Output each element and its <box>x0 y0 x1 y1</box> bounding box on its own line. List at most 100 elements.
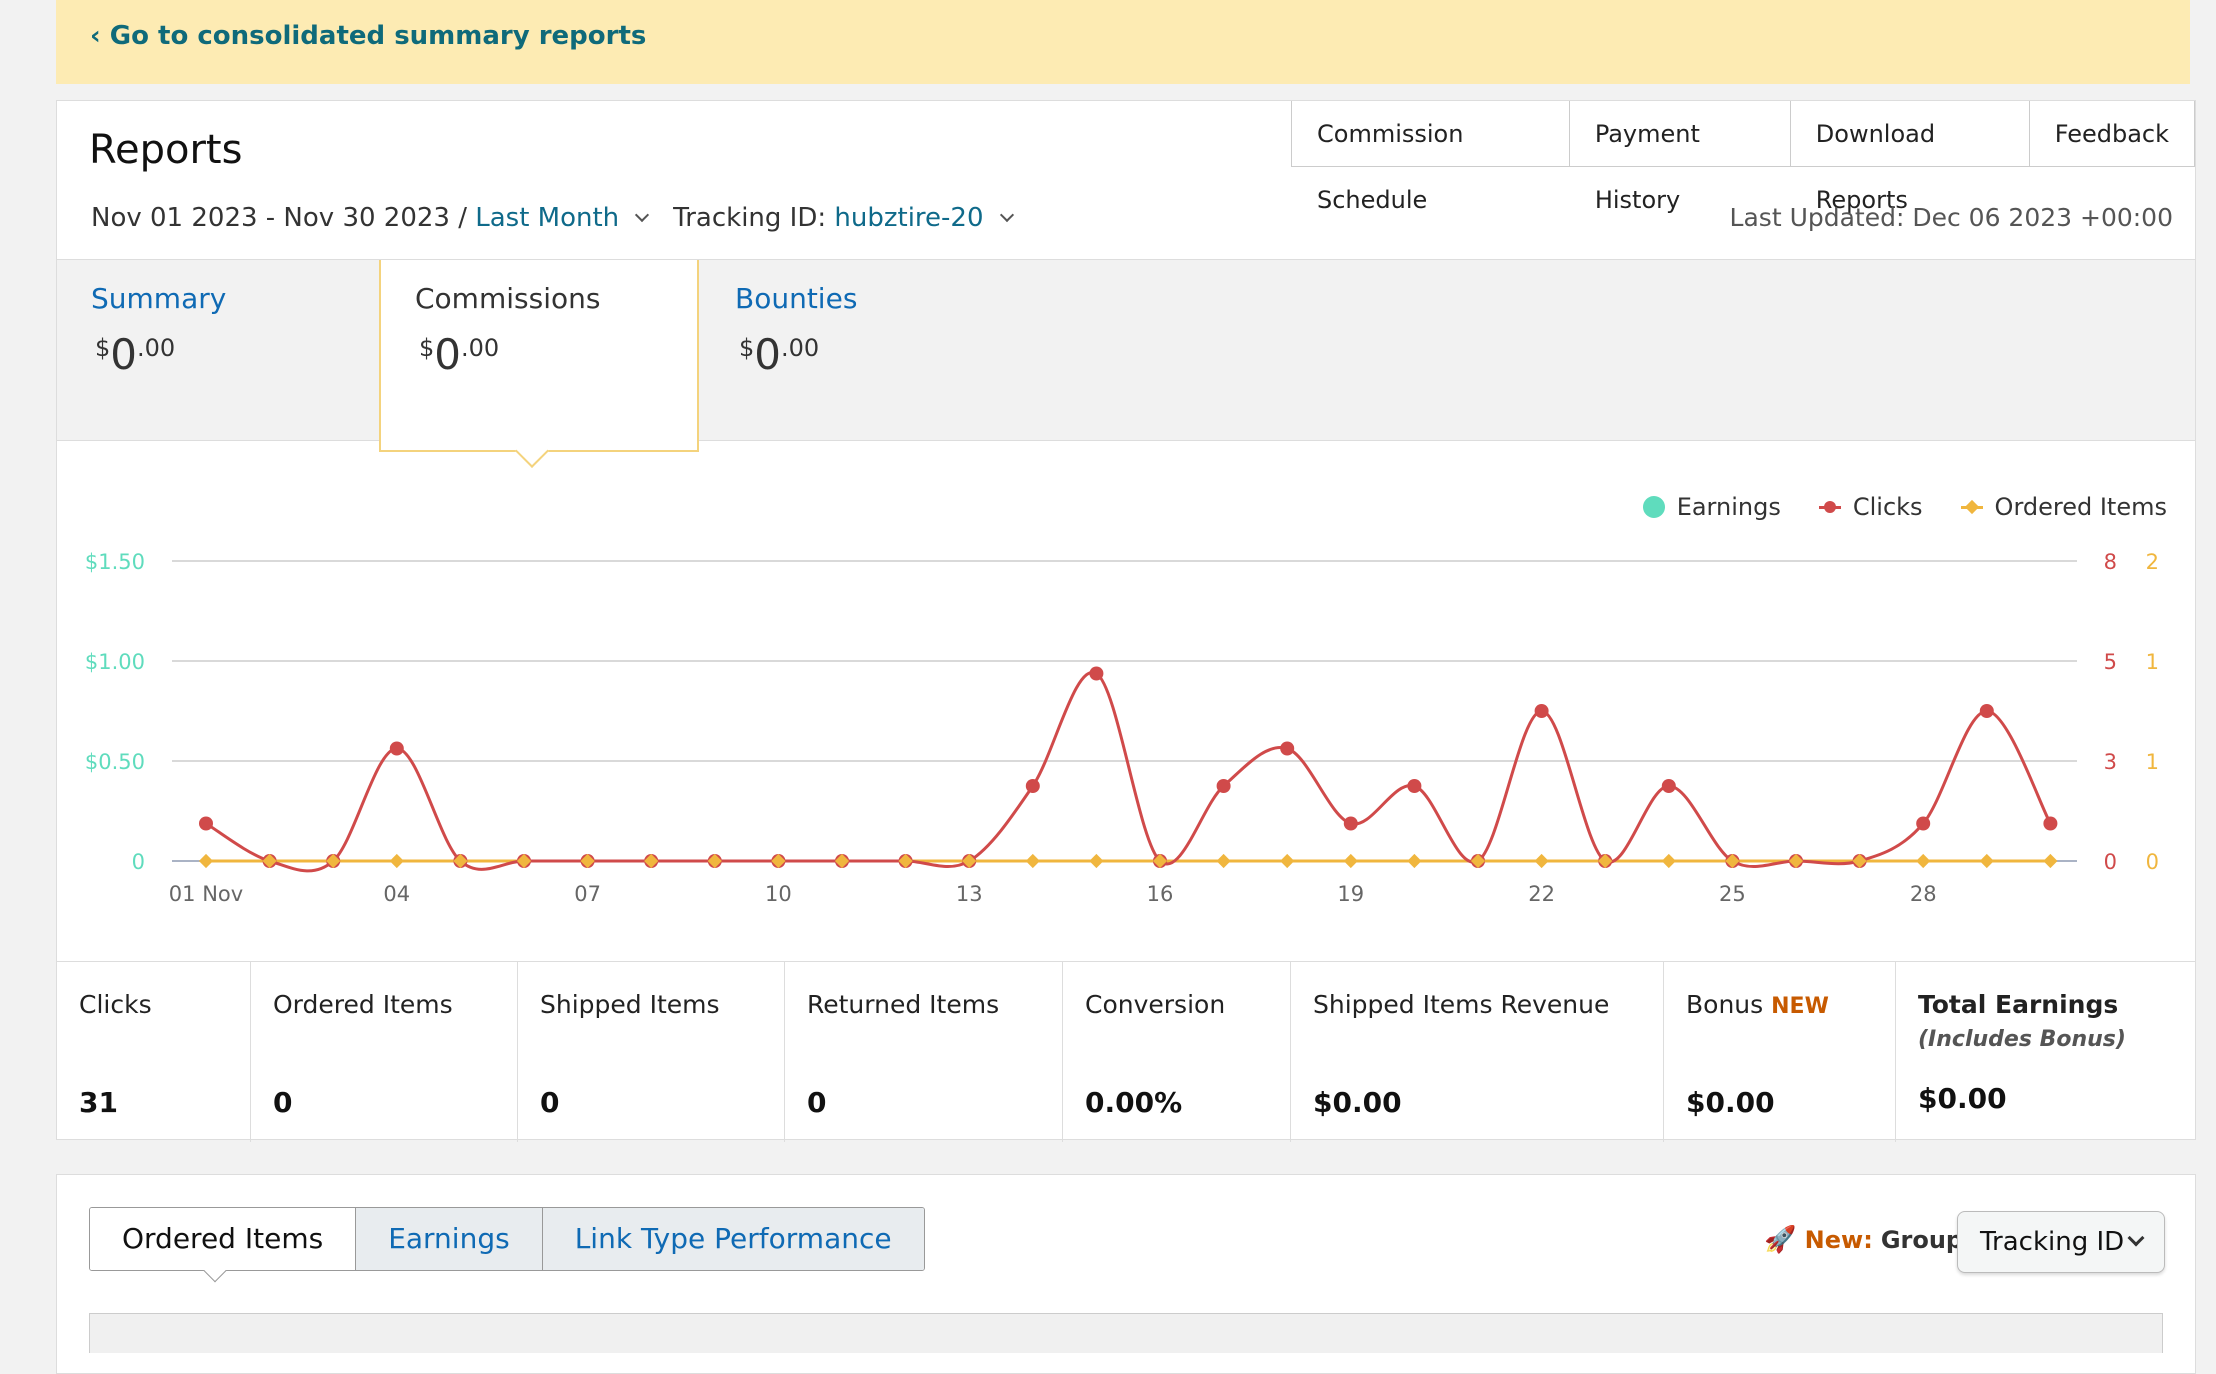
ordered-items-point <box>1725 853 1740 869</box>
x-tick-label: 10 <box>765 882 792 906</box>
ordered-items-point <box>262 853 277 869</box>
stat-value: $0.00 <box>1686 1086 1775 1119</box>
tracking-id-dropdown[interactable]: hubztire-20 <box>834 203 984 233</box>
clicks-line <box>205 670 2052 873</box>
tab-summary-label: Summary <box>91 282 227 315</box>
ordered-items-point <box>1089 853 1104 869</box>
stat-value: 0 <box>540 1086 560 1119</box>
ordered-items-point <box>834 853 850 869</box>
stats-row: Clicks 31 Ordered Items 0 Shipped Items … <box>57 961 2195 1142</box>
ordered-items-point <box>516 853 532 869</box>
ordered-items-point <box>1916 853 1931 869</box>
top-links: Commission Schedule Payment History Down… <box>1291 101 2195 214</box>
x-tick-label: 25 <box>1719 882 1746 906</box>
tab-bounties[interactable]: Bounties $0.00 <box>701 260 1021 442</box>
y-right-clicks-tick-label: 5 <box>2104 650 2117 674</box>
stat-ordered-items: Ordered Items 0 <box>251 962 518 1142</box>
earnings-chart: 0 $0.50 $1.00 $1.50 0 3 5 8 0 1 1 2 01 Nov 04 07 10 13 16… <box>85 550 2159 906</box>
y-left-tick-label: $1.00 <box>85 650 145 674</box>
download-reports-link[interactable]: Download Reports <box>1791 101 2030 214</box>
tab-commissions-label: Commissions <box>415 282 601 315</box>
ordered-items-point <box>1852 853 1867 869</box>
rocket-icon: 🚀 <box>1764 1225 1797 1255</box>
legend-earnings[interactable]: Earnings <box>1642 493 1781 521</box>
ordered-items-point <box>1152 853 1168 869</box>
group-by-select[interactable]: Tracking ID <box>1957 1211 2165 1273</box>
stat-shipped-revenue: Shipped Items Revenue $0.00 <box>1291 962 1664 1142</box>
payment-history-link[interactable]: Payment History <box>1570 101 1791 214</box>
stat-label: Shipped Items <box>540 990 720 1019</box>
tab-ordered-items[interactable]: Ordered Items <box>90 1208 356 1270</box>
y-right-clicks-tick-label: 3 <box>2104 750 2117 774</box>
new-badge: NEW <box>1771 994 1829 1019</box>
ordered-items-point <box>1788 853 1804 869</box>
stat-value: 31 <box>79 1086 118 1119</box>
summary-amount: $0.00 <box>95 330 176 379</box>
x-tick-label: 13 <box>956 882 983 906</box>
y-right-ordered-tick-label: 1 <box>2146 650 2159 674</box>
stat-total-earnings: Total Earnings (Includes Bonus) $0.00 <box>1896 962 2195 1142</box>
stat-value: 0 <box>273 1086 293 1119</box>
y-right-clicks-tick-label: 8 <box>2104 550 2117 574</box>
last-updated: Last Updated: Dec 06 2023 +00:00 <box>1729 203 2173 232</box>
date-range-text: Nov 01 2023 - Nov 30 2023 / <box>91 203 467 233</box>
clicks-point <box>1916 816 1931 831</box>
legend-clicks[interactable]: Clicks <box>1818 493 1923 521</box>
period-dropdown[interactable]: Last Month <box>475 203 620 233</box>
tab-summary[interactable]: Summary $0.00 <box>57 260 377 442</box>
clicks-point <box>1280 741 1295 756</box>
group-by-selected: Tracking ID <box>1980 1227 2125 1257</box>
y-left-tick-label: $0.50 <box>85 750 145 774</box>
tracking-id-label: Tracking ID: <box>673 203 827 233</box>
report-tabs: Summary $0.00 Commissions $0.00 Bounties… <box>57 259 2195 452</box>
ordered-items-point <box>1407 853 1422 869</box>
tab-earnings[interactable]: Earnings <box>355 1208 542 1270</box>
x-tick-label: 07 <box>574 882 601 906</box>
clicks-point <box>1089 666 1104 681</box>
consolidated-reports-link[interactable]: ‹ Go to consolidated summary reports <box>90 21 647 51</box>
ordered-items-point <box>198 853 214 869</box>
clicks-point <box>389 741 404 756</box>
ordered-items-point <box>1661 853 1676 869</box>
stat-sublabel: (Includes Bonus) <box>1918 1027 2126 1052</box>
tab-link-type-performance[interactable]: Link Type Performance <box>541 1208 924 1270</box>
new-label: New: <box>1804 1226 1873 1254</box>
detail-tabs: Ordered Items Earnings Link Type Perform… <box>89 1207 925 1271</box>
stat-clicks: Clicks 31 <box>57 962 251 1142</box>
stat-shipped-items: Shipped Items 0 <box>518 962 785 1142</box>
y-left-tick-label: 0 <box>132 850 145 874</box>
stat-label: Clicks <box>79 990 152 1019</box>
ordered-items-point <box>453 853 468 869</box>
clicks-point <box>1534 704 1549 718</box>
feedback-link[interactable]: Feedback <box>2030 101 2195 167</box>
ordered-items-point <box>2043 853 2058 869</box>
commission-schedule-link[interactable]: Commission Schedule <box>1292 101 1570 214</box>
stat-bonus: Bonus NEW $0.00 <box>1664 962 1896 1142</box>
legend-ordered-label: Ordered Items <box>1994 493 2167 521</box>
details-panel: Ordered Items Earnings Link Type Perform… <box>56 1174 2196 1374</box>
tab-bounties-label: Bounties <box>735 282 858 315</box>
x-tick-label: 01 Nov <box>169 882 243 906</box>
y-left-tick-label: $1.50 <box>85 550 145 574</box>
y-right-ordered-tick-label: 0 <box>2146 850 2159 874</box>
filter-row: Nov 01 2023 - Nov 30 2023 / Last Month T… <box>91 203 1038 233</box>
clicks-point <box>1661 779 1676 793</box>
clicks-marker-icon <box>1818 500 1841 513</box>
ordered-items-point <box>1470 853 1486 869</box>
tab-commissions[interactable]: Commissions $0.00 <box>379 260 699 452</box>
reports-panel: Reports Commission Schedule Payment Hist… <box>56 100 2196 1142</box>
x-tick-label: 22 <box>1528 882 1555 906</box>
stat-label: Conversion <box>1085 990 1226 1019</box>
stat-label: Total Earnings (Includes Bonus) <box>1918 990 2126 1052</box>
ordered-items-point <box>326 853 341 869</box>
stat-label: Shipped Items Revenue <box>1313 990 1610 1019</box>
legend-ordered-items[interactable]: Ordered Items <box>1960 493 2167 521</box>
clicks-point <box>1979 704 1994 718</box>
ordered-items-point <box>644 853 659 869</box>
chart-legend: Earnings Clicks Ordered Items <box>1605 493 2167 521</box>
ordered-items-point <box>580 853 595 869</box>
ordered-items-point <box>898 853 913 869</box>
ordered-items-point <box>771 853 786 869</box>
stat-value: $0.00 <box>1313 1086 1402 1119</box>
ordered-items-point <box>707 853 722 869</box>
